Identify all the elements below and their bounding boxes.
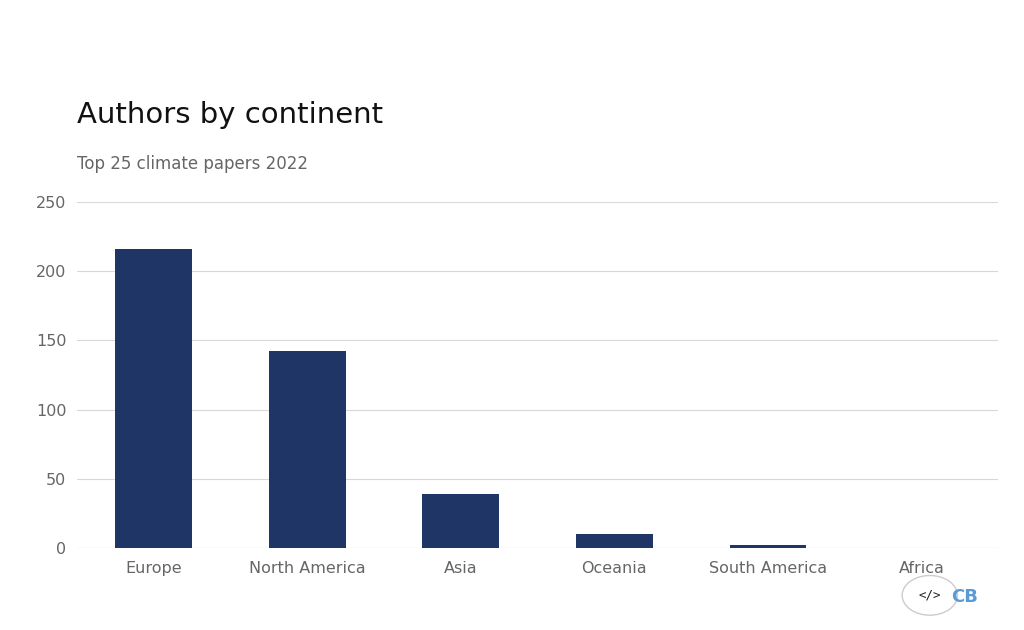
Text: Top 25 climate papers 2022: Top 25 climate papers 2022 <box>77 155 308 173</box>
Bar <box>422 494 500 548</box>
Text: </>: </> <box>919 589 941 602</box>
Bar <box>115 249 193 548</box>
Text: Authors by continent: Authors by continent <box>77 101 383 129</box>
Bar <box>268 352 345 548</box>
Circle shape <box>902 576 957 615</box>
Bar <box>575 534 653 548</box>
Bar <box>729 546 807 548</box>
Text: CB: CB <box>951 588 978 606</box>
